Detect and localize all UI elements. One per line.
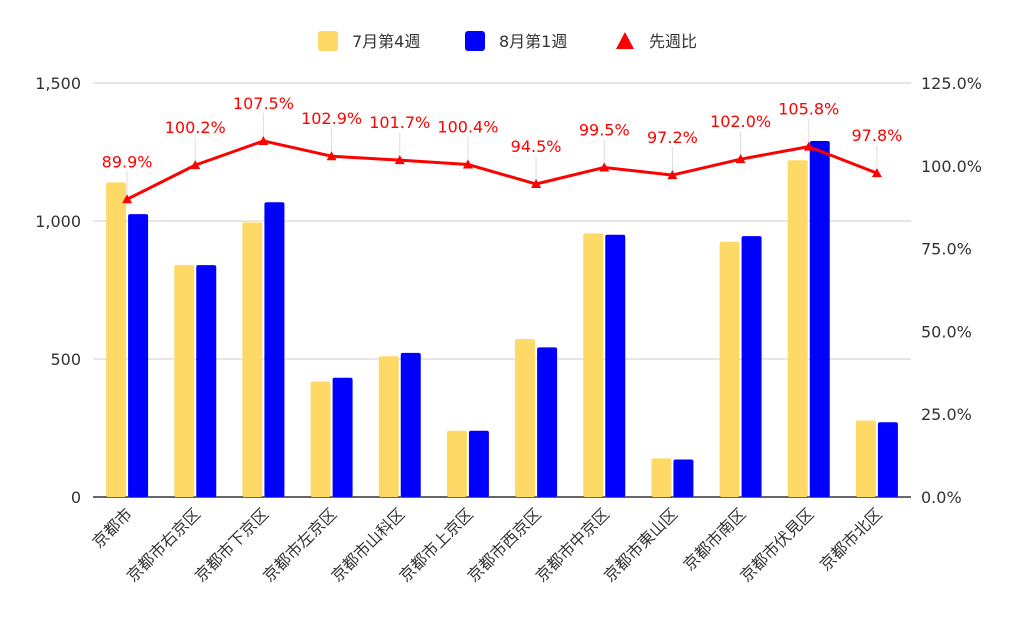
ratio-data-label: 89.9% [102, 152, 153, 171]
bar-july-week4 [106, 182, 127, 498]
legend-label: 7月第4週 [352, 32, 420, 51]
ratio-point [599, 162, 610, 172]
right-tick-label: 25.0% [921, 405, 972, 424]
bar-august-week1 [877, 422, 898, 497]
bar-july-week4 [310, 381, 331, 497]
bar-august-week1 [605, 234, 626, 498]
ratio-data-label: 97.8% [852, 126, 903, 145]
category-label: 京都市伏見区 [736, 504, 817, 585]
ratio-point [803, 141, 814, 151]
left-tick-label: 500 [50, 350, 81, 369]
bar-july-week4 [378, 356, 399, 497]
bar-august-week1 [468, 430, 489, 497]
category-label: 京都市南区 [679, 504, 749, 574]
ratio-data-label: 97.2% [647, 128, 698, 147]
left-tick-label: 1,000 [35, 212, 81, 231]
ratio-point [122, 194, 133, 204]
left-axis: 0 500 1,000 1,500 [35, 74, 81, 507]
bar-july-week4 [855, 420, 876, 497]
ratio-point [735, 154, 746, 164]
ratio-data-label: 101.7% [369, 113, 430, 132]
category-label: 京都市 [89, 504, 136, 551]
category-labels: 京都市京都市右京区京都市下京区京都市左京区京都市山科区京都市上京区京都市西京区京… [89, 504, 886, 585]
ratio-point [258, 135, 269, 145]
ratio-data-label: 105.8% [778, 100, 839, 119]
bars [106, 140, 898, 498]
bar-july-week4 [446, 430, 467, 497]
bar-august-week1 [741, 236, 762, 497]
legend-swatch-1 [465, 31, 485, 51]
ratio-data-label: 102.9% [301, 109, 362, 128]
ratio-point [326, 151, 337, 161]
ratio-data-label: 102.0% [710, 112, 771, 131]
bar-august-week1 [809, 140, 830, 497]
left-tick-label: 0 [71, 488, 81, 507]
bar-august-week1 [332, 377, 353, 497]
legend: 7月第4週 8月第1週 先週比 [318, 31, 697, 51]
legend-label: 先週比 [649, 32, 697, 51]
bar-july-week4 [787, 160, 808, 497]
ratio-line-layer: 89.9% 100.2% 107.5% 102.9% 101.7% 100.4% 94.5%… [102, 94, 903, 204]
ratio-data-label: 107.5% [233, 94, 294, 113]
gridlines [93, 82, 911, 498]
bar-july-week4 [515, 339, 536, 497]
right-tick-label: 100.0% [921, 157, 982, 176]
legend-triangle-icon [616, 32, 634, 49]
left-tick-label: 1,500 [35, 74, 81, 93]
ratio-data-label: 100.2% [165, 118, 226, 137]
ratio-point [871, 168, 882, 178]
bar-july-week4 [651, 458, 672, 497]
ratio-point [462, 159, 473, 169]
right-tick-label: 50.0% [921, 322, 972, 341]
ratio-data-label: 99.5% [579, 120, 630, 139]
bar-july-week4 [719, 241, 740, 497]
bar-august-week1 [673, 459, 694, 497]
legend-label: 8月第1週 [499, 32, 567, 51]
right-tick-label: 75.0% [921, 240, 972, 259]
ratio-data-label: 100.4% [437, 117, 498, 136]
ratio-point [667, 170, 678, 180]
ratio-point [190, 160, 201, 170]
bar-july-week4 [242, 222, 263, 497]
ratio-line [126, 139, 878, 201]
bar-august-week1 [400, 352, 421, 497]
right-axis: 0.0% 25.0% 50.0% 75.0% 100.0% 125.0% [921, 74, 982, 507]
ratio-point [394, 155, 405, 165]
bar-july-week4 [583, 233, 604, 498]
bar-august-week1 [264, 202, 285, 497]
right-tick-label: 0.0% [921, 488, 962, 507]
category-label: 京都市北区 [816, 504, 886, 574]
bar-august-week1 [537, 347, 558, 497]
bar-august-week1 [128, 214, 149, 497]
ratio-data-label: 94.5% [511, 137, 562, 156]
legend-swatch-0 [318, 31, 338, 51]
right-tick-label: 125.0% [921, 74, 982, 93]
bar-july-week4 [174, 265, 195, 497]
bar-august-week1 [196, 265, 217, 497]
ratio-point [531, 179, 542, 189]
category-label: 京都市東山区 [600, 504, 681, 585]
